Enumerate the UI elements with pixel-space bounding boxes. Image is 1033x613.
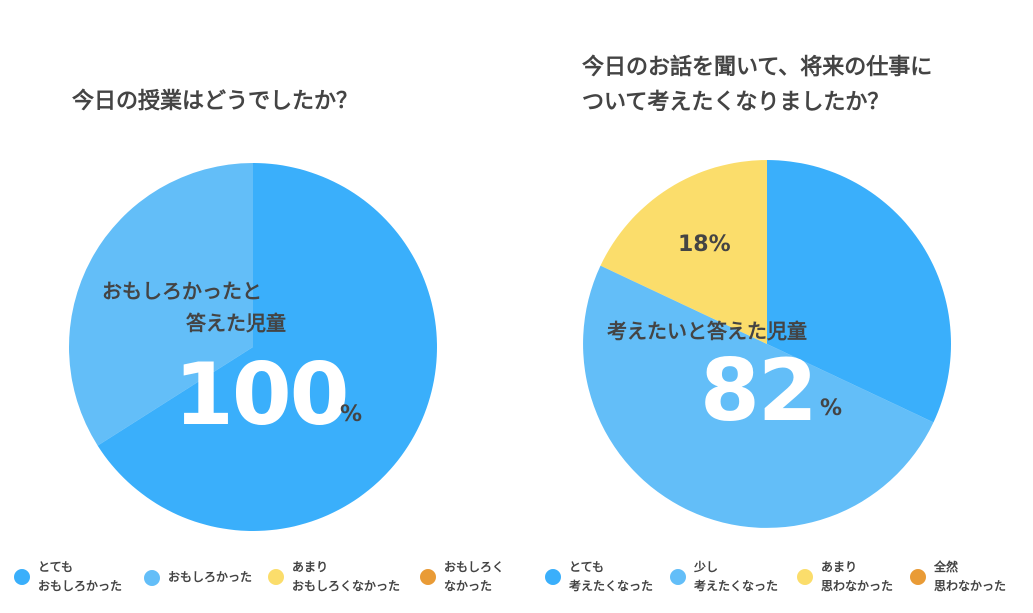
- right-legend-item-3: あまり 思わなかった: [797, 558, 893, 596]
- left-legend-swatch-2: [144, 569, 160, 586]
- left-legend-item-4: おもしろく なかった: [420, 558, 504, 596]
- right-legend-item-2: 少し 考えたくなった: [670, 558, 778, 596]
- left-legend-label-2: おもしろかった: [168, 570, 253, 584]
- right-legend-label-1: とても 考えたくなった: [569, 560, 654, 593]
- right-center-caption: 考えたいと答えた児童: [607, 319, 807, 343]
- right-legend-item-1: とても 考えたくなった: [545, 558, 653, 596]
- pie2-slice-3: [600, 160, 767, 344]
- left-legend-swatch-3: [268, 569, 284, 585]
- left-legend-label-4: おもしろく なかった: [444, 560, 505, 593]
- left-chart-title: 今日の授業はどうでしたか？: [72, 89, 359, 114]
- right-chart-title-line1: 今日のお話を聞いて、将来の仕事に: [582, 55, 933, 80]
- pie1-slice-1: [97, 163, 437, 531]
- right-legend-label-3: あまり 思わなかった: [821, 560, 894, 593]
- right-legend-swatch-4: [910, 569, 926, 585]
- right-legend-label-4: 全然 思わなかった: [934, 560, 1007, 593]
- right-legend-item-4: 全然 思わなかった: [910, 558, 1006, 596]
- right-legend-swatch-2: [670, 569, 686, 585]
- left-legend-swatch-1: [14, 569, 30, 585]
- left-legend-item-3: あまり おもしろくなかった: [268, 558, 400, 596]
- left-legend-item-1: とても おもしろかった: [14, 558, 122, 596]
- left-center-caption-line2: 答えた児童: [186, 311, 286, 335]
- right-legend-swatch-3: [797, 569, 813, 585]
- left-legend-swatch-4: [420, 569, 436, 585]
- pie1-slice-2: [68, 163, 253, 446]
- right-center-unit: %: [820, 396, 843, 421]
- left-center-unit: %: [340, 402, 363, 427]
- pie2-slice-2: [583, 265, 934, 528]
- left-center-value: 100: [174, 345, 350, 445]
- right-legend-label-2: 少し 考えたくなった: [694, 560, 779, 593]
- right-chart-title: 今日のお話を聞いて、将来の仕事に ついて考えたくなりましたか？: [582, 50, 932, 120]
- left-legend-item-2: おもしろかった: [144, 568, 252, 587]
- left-legend-label-1: とても おもしろかった: [38, 560, 123, 593]
- left-center-caption-line1: おもしろかったと: [102, 279, 262, 303]
- right-chart-title-line2: ついて考えたくなりましたか？: [582, 90, 890, 115]
- pie2-slice-1: [767, 160, 951, 423]
- right-slice-label-18: 18%: [678, 232, 731, 257]
- right-legend-swatch-1: [545, 569, 561, 585]
- right-center-value: 82: [700, 341, 818, 441]
- left-legend-label-3: あまり おもしろくなかった: [292, 560, 401, 593]
